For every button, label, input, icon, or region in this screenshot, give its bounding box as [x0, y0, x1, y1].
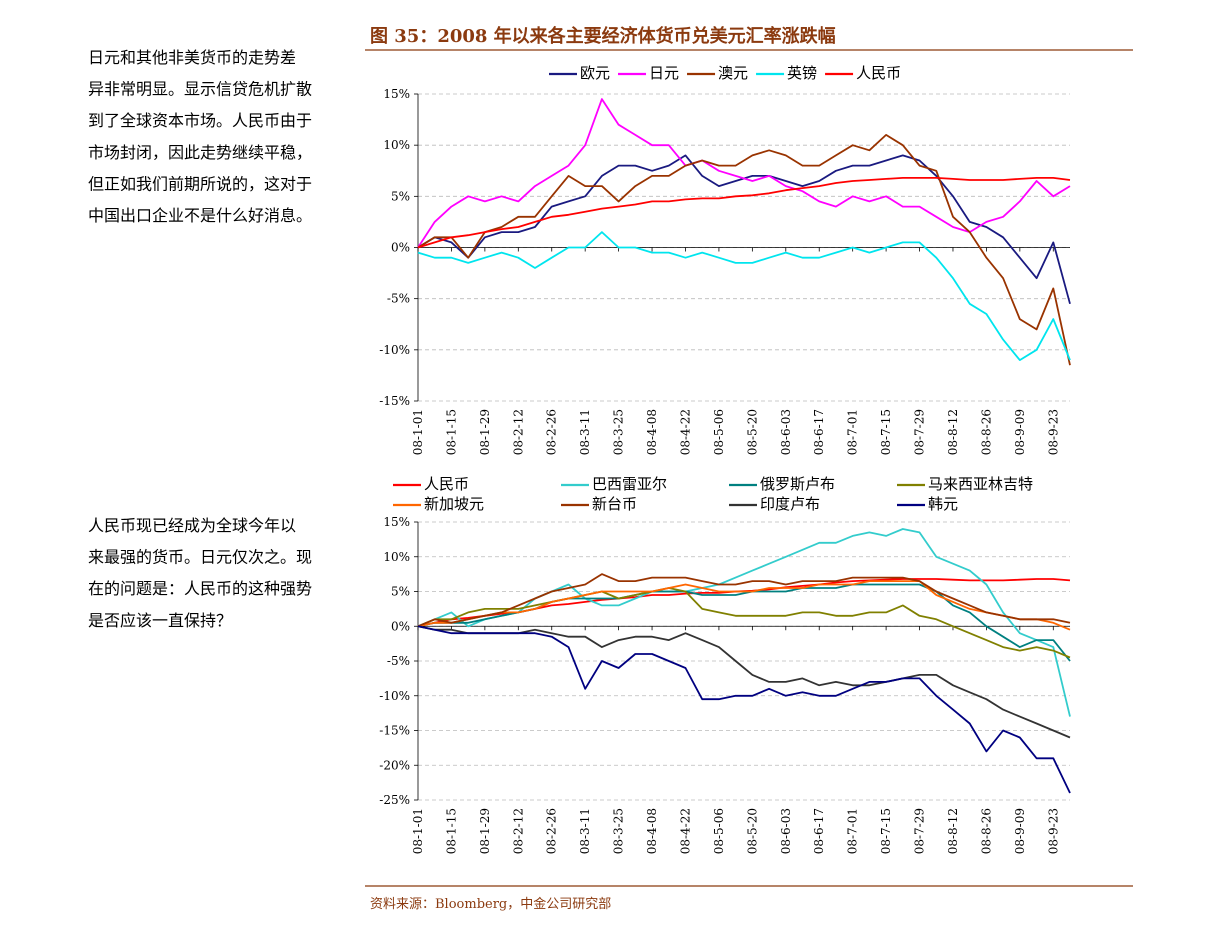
- series-line: [417, 625, 1071, 794]
- x-tick-label: 08-5-20: [745, 409, 759, 455]
- series-line: [417, 580, 1071, 631]
- y-tick-label: 0%: [391, 619, 410, 633]
- x-tick-label: 08-9-09: [1013, 808, 1027, 854]
- x-tick-label: 08-8-12: [946, 808, 960, 854]
- x-tick-label: 08-7-29: [913, 409, 927, 455]
- series-line: [417, 528, 1071, 717]
- note-line: 异非常明显。显示信贷危机扩散: [88, 80, 312, 99]
- x-tick-label: 08-7-15: [879, 409, 893, 455]
- legend-label: 韩元: [928, 495, 958, 513]
- x-tick-label: 08-7-01: [846, 808, 860, 854]
- x-tick-label: 08-9-09: [1013, 409, 1027, 455]
- y-tick-label: -5%: [387, 654, 410, 668]
- y-tick-label: -15%: [379, 394, 410, 408]
- x-tick-label: 08-5-20: [745, 808, 759, 854]
- x-tick-label: 08-8-26: [979, 409, 993, 455]
- x-tick-label: 08-2-12: [511, 409, 525, 455]
- x-tick-label: 08-9-23: [1046, 409, 1060, 455]
- x-tick-label: 08-2-12: [511, 808, 525, 854]
- x-tick-label: 08-3-25: [612, 409, 626, 455]
- note-line: 在的问题是：人民币的这种强势: [88, 579, 312, 598]
- note-line: 来最强的货币。日元仅次之。现: [88, 548, 312, 567]
- note-line: 到了全球资本市场。人民币由于: [88, 111, 312, 130]
- legend-label: 人民币: [424, 475, 469, 493]
- note-line: 但正如我们前期所说的，这对于: [88, 174, 312, 193]
- y-tick-label: -25%: [379, 793, 410, 807]
- note-line: 市场封闭，因此走势继续平稳，: [88, 143, 312, 162]
- note-line: 是否应该一直保持？: [88, 611, 232, 630]
- legend-label: 澳元: [718, 64, 748, 82]
- legend-label: 英镑: [787, 64, 817, 82]
- y-tick-label: -15%: [379, 724, 410, 738]
- legend-label: 日元: [649, 64, 679, 82]
- x-tick-label: 08-7-29: [913, 808, 927, 854]
- x-tick-label: 08-8-12: [946, 409, 960, 455]
- legend-label: 欧元: [580, 64, 610, 82]
- y-tick-label: 5%: [391, 585, 410, 599]
- y-tick-label: 10%: [383, 550, 410, 564]
- legend-label: 印度卢布: [760, 495, 820, 513]
- x-tick-label: 08-6-03: [779, 409, 793, 455]
- series-line: [417, 587, 1071, 659]
- y-tick-label: 5%: [391, 189, 410, 203]
- x-tick-label: 08-7-15: [879, 808, 893, 854]
- series-line: [417, 625, 1071, 739]
- y-tick-label: 0%: [391, 241, 410, 255]
- x-tick-label: 08-2-26: [545, 808, 559, 854]
- x-tick-label: 08-5-06: [712, 409, 726, 455]
- x-tick-label: 08-6-17: [812, 808, 826, 854]
- note-line: 中国出口企业不是什么好消息。: [88, 206, 312, 225]
- x-tick-label: 08-2-26: [545, 409, 559, 455]
- source: 资料来源：Bloomberg，中金公司研究部: [370, 896, 611, 912]
- x-tick-label: 08-7-01: [846, 409, 860, 455]
- x-tick-label: 08-8-26: [979, 808, 993, 854]
- x-tick-label: 08-4-08: [645, 409, 659, 455]
- x-tick-label: 08-9-23: [1046, 808, 1060, 854]
- series-line: [417, 98, 1071, 248]
- series-line: [417, 177, 1071, 249]
- note-line: 日元和其他非美货币的走势差: [88, 48, 296, 67]
- x-tick-label: 08-1-29: [478, 409, 492, 455]
- y-tick-label: 15%: [383, 87, 410, 101]
- y-tick-label: -20%: [379, 758, 410, 772]
- x-tick-label: 08-4-22: [678, 808, 692, 854]
- y-tick-label: 10%: [383, 138, 410, 152]
- x-tick-label: 08-6-03: [779, 808, 793, 854]
- x-tick-label: 08-3-25: [612, 808, 626, 854]
- x-tick-label: 08-4-08: [645, 808, 659, 854]
- x-tick-label: 08-1-15: [444, 409, 458, 455]
- x-tick-label: 08-6-17: [812, 409, 826, 455]
- x-tick-label: 08-1-01: [411, 808, 425, 854]
- legend-label: 俄罗斯卢布: [760, 475, 835, 493]
- y-tick-label: 15%: [383, 515, 410, 529]
- x-tick-label: 08-1-01: [411, 409, 425, 455]
- x-tick-label: 08-1-29: [478, 808, 492, 854]
- legend-label: 新加坡元: [424, 495, 484, 513]
- figure-title: 图 35：2008 年以来各主要经济体货币兑美元汇率涨跌幅: [370, 25, 836, 47]
- legend-label: 人民币: [856, 64, 901, 82]
- x-tick-label: 08-3-11: [578, 808, 592, 854]
- legend-label: 新台币: [592, 495, 637, 513]
- x-tick-label: 08-3-11: [578, 409, 592, 455]
- x-tick-label: 08-1-15: [444, 808, 458, 854]
- y-tick-label: -10%: [379, 343, 410, 357]
- x-tick-label: 08-4-22: [678, 409, 692, 455]
- legend-label: 巴西雷亚尔: [592, 475, 667, 493]
- series-line: [417, 231, 1071, 361]
- note-line: 人民币现已经成为全球今年以: [88, 516, 296, 535]
- series-line: [417, 134, 1071, 366]
- series-line: [417, 573, 1071, 628]
- x-tick-label: 08-5-06: [712, 808, 726, 854]
- y-tick-label: -5%: [387, 292, 410, 306]
- legend-label: 马来西亚林吉特: [928, 475, 1033, 493]
- y-tick-label: -10%: [379, 689, 410, 703]
